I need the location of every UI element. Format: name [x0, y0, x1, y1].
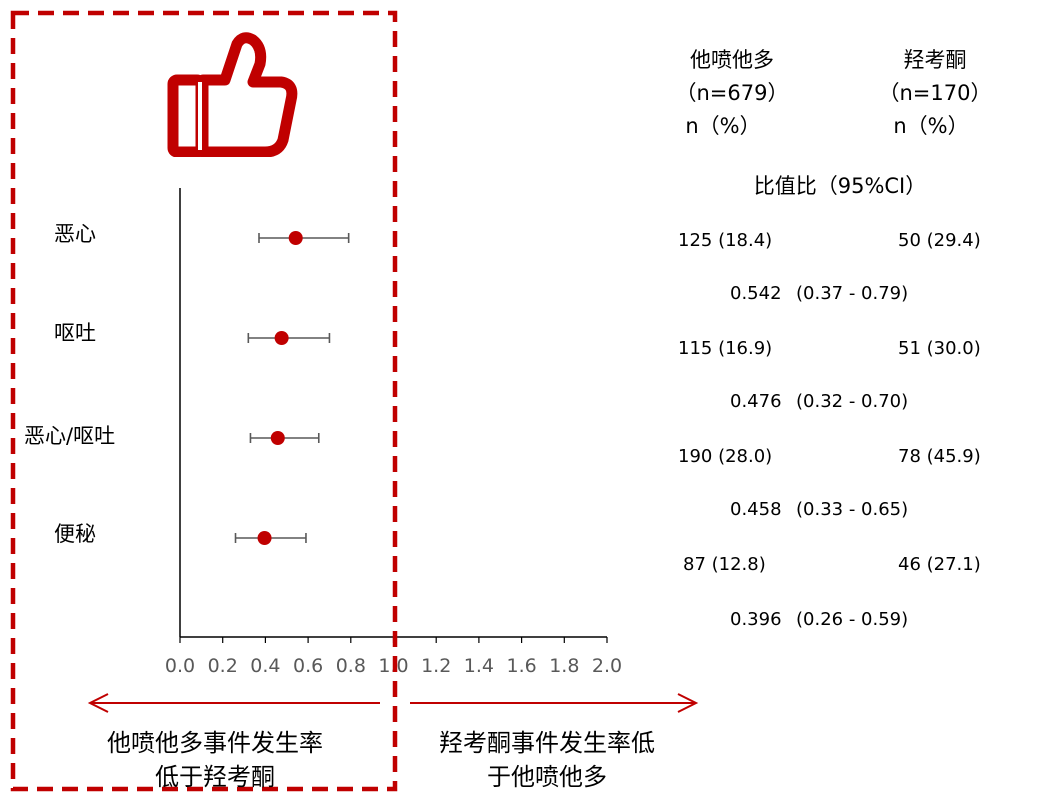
drug-a-value: 125 (18.4): [678, 230, 773, 251]
drug-a-name: 他喷他多: [690, 48, 774, 72]
favors-right-annotation: 羟考酮事件发生率低 于他喷他多: [402, 726, 692, 794]
thumbs-up-icon: [167, 32, 298, 157]
drug-b-value: 78 (45.9): [898, 446, 981, 467]
drug-a-value: 115 (16.9): [678, 338, 773, 359]
or-value: 0.458: [730, 499, 782, 520]
ci-value: (0.37 - 0.79): [796, 283, 909, 304]
drug-b-name: 羟考酮: [903, 48, 967, 72]
row-label: 呕吐: [54, 321, 96, 345]
drug-b-value: 51 (30.0): [898, 338, 981, 359]
drug-a-n: （n=679）: [675, 81, 789, 105]
drug-b-value: 46 (27.1): [898, 554, 981, 575]
x-tick-label: 0.2: [208, 655, 238, 677]
row-label: 恶心: [54, 222, 96, 246]
x-tick-label: 0.8: [336, 655, 366, 677]
favors-right-line-2: 于他喷他多: [487, 763, 607, 791]
or-marker: [270, 431, 285, 445]
drug-b-value: 50 (29.4): [898, 230, 981, 251]
drug-b-unit: n（%）: [893, 114, 969, 138]
or-value: 0.542: [730, 283, 782, 304]
x-tick-label: 1.6: [506, 655, 536, 677]
drug-a-value: 87 (12.8): [683, 554, 766, 575]
or-marker: [257, 531, 272, 545]
ci-value: (0.32 - 0.70): [796, 391, 909, 412]
or-marker: [288, 231, 303, 245]
x-tick-label: 1.2: [421, 655, 451, 677]
or-marker: [274, 331, 289, 345]
row-label: 恶心/呕吐: [24, 424, 116, 448]
ci-value: (0.33 - 0.65): [796, 499, 909, 520]
favors-left-line-1: 他喷他多事件发生率: [107, 729, 323, 757]
favors-left-line-2: 低于羟考酮: [155, 763, 275, 791]
drug-b-n: （n=170）: [878, 81, 992, 105]
x-tick-label: 1.4: [464, 655, 494, 677]
or-header: 比值比（95%CI）: [753, 174, 927, 198]
or-value: 0.476: [730, 391, 782, 412]
left-arrowhead-icon: [87, 693, 109, 713]
x-tick-label: 0.0: [165, 655, 195, 677]
or-value: 0.396: [730, 609, 782, 630]
x-tick-label: 0.4: [250, 655, 280, 677]
x-tick-label: 1.8: [549, 655, 579, 677]
favors-left-annotation: 他喷他多事件发生率 低于羟考酮: [40, 726, 390, 794]
drug-a-value: 190 (28.0): [678, 446, 773, 467]
row-label: 便秘: [54, 522, 96, 546]
x-tick-label: 2.0: [592, 655, 622, 677]
right-arrowhead-icon: [677, 693, 699, 713]
x-tick-label: 0.6: [293, 655, 323, 677]
ci-value: (0.26 - 0.59): [796, 609, 909, 630]
drug-a-unit: n（%）: [685, 114, 761, 138]
highlight-box: [10, 10, 398, 792]
favors-right-line-1: 羟考酮事件发生率低: [439, 729, 655, 757]
